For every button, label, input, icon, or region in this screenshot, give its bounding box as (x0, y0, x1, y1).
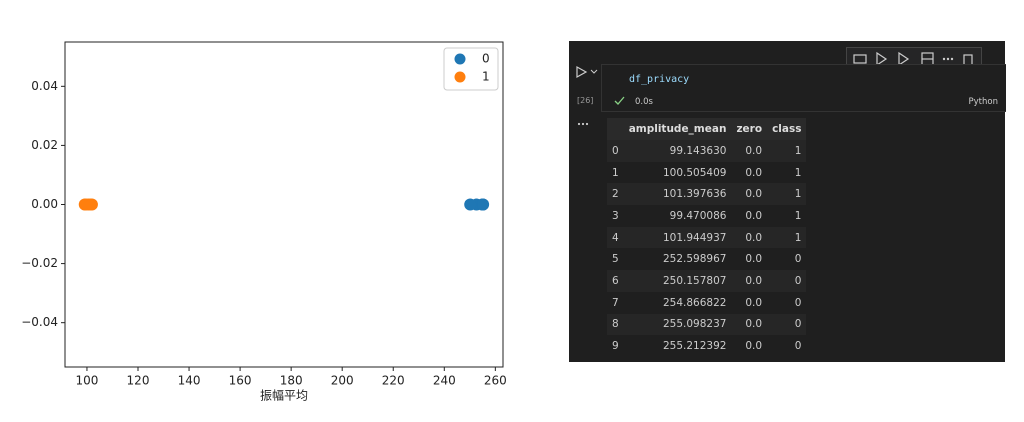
table-cell: 255.212392 (662, 340, 727, 353)
table-row: 8 255.098237 0.0 0 (607, 313, 807, 336)
icon[interactable] (853, 54, 867, 64)
table-cell: 0 (794, 296, 802, 309)
code: df_privacy (629, 74, 690, 85)
y-tick-label: 0.04 (31, 79, 58, 93)
table-cell: 100.505409 (662, 166, 727, 179)
x-tick-label: 220 (382, 374, 405, 388)
row-index: 5 (612, 253, 619, 266)
chart: 振幅平均 −0.04 −0.02 0.00 0.02 0.04 100 120 140 160 1… (21, 41, 507, 403)
run-icon[interactable] (575, 65, 599, 79)
table-row: 4 101.944937 0.0 1 (607, 226, 807, 249)
table-cell: 252.598967 (662, 253, 727, 266)
x-tick-label: 120 (127, 374, 150, 388)
x-tick-label: 240 (433, 374, 456, 388)
y-tick-label: 0.02 (31, 138, 58, 152)
duration: 0.0s (635, 97, 653, 107)
table-cell: 1 (794, 209, 802, 222)
column-header: zero (731, 118, 768, 140)
table-cell: 99.143630 (623, 140, 732, 162)
output-menu[interactable] (577, 121, 591, 127)
row-index: 8 (607, 313, 624, 336)
dataframe-table: amplitude_mean zero class 0 99.143630 0.0 1 1 10… (607, 118, 807, 357)
toolbar-icons (853, 51, 973, 67)
column-header: amplitude_mean (623, 118, 732, 140)
row-index: 7 (612, 296, 619, 309)
table-cell: 1 (767, 140, 807, 162)
legend-marker (454, 53, 466, 65)
table-row: 1 100.505409 0.0 1 (607, 162, 806, 184)
table-row: 5 252.598967 0.0 0 (607, 248, 806, 270)
x-tick-label: 140 (178, 374, 201, 388)
column-header: class (767, 118, 807, 140)
x-tick-label: 260 (484, 374, 507, 388)
icon[interactable] (876, 51, 888, 67)
point (477, 198, 490, 211)
table-cell: 0.0 (731, 140, 768, 162)
table-cell: 0.0 (731, 183, 768, 206)
icon[interactable] (898, 51, 910, 67)
row-index: 6 (607, 270, 624, 292)
notebook-panel: df_privacy [26] 0.0s Python amplitude_me… (569, 41, 1006, 362)
table-cell: 0 (794, 253, 802, 266)
table-row: 9 255.212392 0.0 0 (607, 335, 806, 357)
row-index: 3 (612, 209, 619, 222)
y-tick-label: −0.02 (21, 256, 58, 270)
code-cell[interactable] (601, 64, 1006, 112)
table-row: 3 99.470086 0.0 1 (607, 205, 806, 227)
plot-frame (64, 41, 504, 368)
row-index: 2 (607, 183, 624, 206)
table-cell: 0 (767, 313, 807, 336)
x-tick-label: 160 (229, 374, 252, 388)
success-icon (614, 96, 625, 105)
table-cell: 0 (767, 270, 807, 292)
table-row: 7 254.866822 0.0 0 (607, 292, 806, 314)
table-cell: 0.0 (745, 340, 763, 353)
point (85, 198, 98, 211)
table-cell: 0.0 (731, 313, 768, 336)
table-row: 2 101.397636 0.0 1 (607, 183, 807, 206)
y-tick-label: 0.00 (31, 197, 58, 211)
table-cell: 255.098237 (623, 313, 732, 336)
x-tick-label: 100 (75, 374, 98, 388)
table-cell: 254.866822 (662, 296, 727, 309)
table-cell: 0.0 (745, 166, 763, 179)
table-row: 6 250.157807 0.0 0 (607, 270, 807, 292)
y-tick-label: −0.04 (21, 315, 58, 329)
table-cell: 99.470086 (669, 209, 727, 222)
legend: 01 (443, 47, 499, 91)
row-index: 9 (612, 340, 619, 353)
legend-label: 0 (482, 52, 490, 66)
table-cell: 0 (794, 340, 802, 353)
table-cell: 1 (794, 166, 802, 179)
column-header (607, 118, 624, 140)
point (464, 198, 477, 211)
row-index: 1 (612, 166, 619, 179)
table-row: 0 99.143630 0.0 1 (607, 140, 807, 162)
table-cell: 1 (767, 183, 807, 206)
table-cell: 101.397636 (623, 183, 732, 206)
table-cell: 101.944937 (623, 226, 732, 249)
table-cell: 0.0 (745, 296, 763, 309)
x-tick-label: 200 (331, 374, 354, 388)
legend-marker (454, 71, 466, 83)
legend-label: 1 (482, 70, 490, 84)
table-cell: 0.0 (731, 270, 768, 292)
x-tick-label: 180 (280, 374, 303, 388)
table-cell: 1 (767, 226, 807, 249)
table-cell: 0.0 (745, 209, 763, 222)
legend-frame (443, 47, 499, 91)
table-cell: 250.157807 (623, 270, 732, 292)
language: Python (968, 97, 998, 107)
table-cell: 0.0 (745, 253, 763, 266)
x-axis-label: 振幅平均 (260, 388, 308, 403)
row-index: 4 (607, 226, 624, 249)
table-cell: 0.0 (731, 226, 768, 249)
row-index: 0 (607, 140, 624, 162)
execution-count: [26] (577, 96, 594, 105)
